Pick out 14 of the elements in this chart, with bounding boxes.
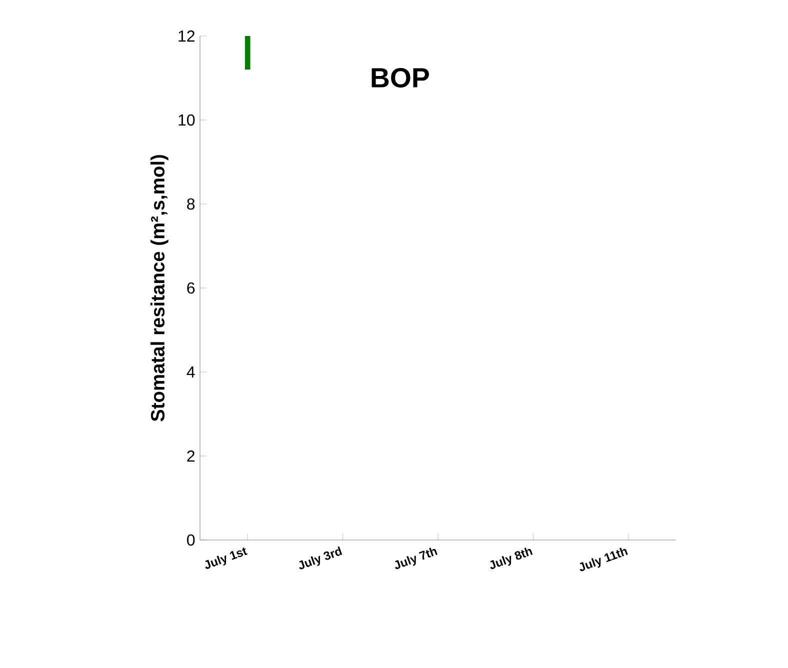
y-axis-title: Stomatal resitance (m²,s,mol) [150, 155, 168, 422]
y-tick-label: 10 [178, 114, 195, 126]
y-tick-label: 8 [187, 198, 195, 210]
y-tick-label: 2 [187, 450, 194, 462]
y-tick-label: 12 [178, 30, 194, 42]
text: BOP [372, 68, 429, 88]
y-tick-label: 6 [187, 282, 195, 294]
x-tick-label: July 1st [205, 547, 248, 569]
x-tick-label: July 8th [490, 548, 533, 570]
x-tick-label: July 11th [580, 548, 628, 572]
x-tick-label: July 3rd [299, 546, 342, 570]
y-tick-label: 4 [186, 366, 195, 378]
x-tick-label: July 7th [394, 548, 438, 570]
y-tick-label: 0 [187, 534, 195, 546]
